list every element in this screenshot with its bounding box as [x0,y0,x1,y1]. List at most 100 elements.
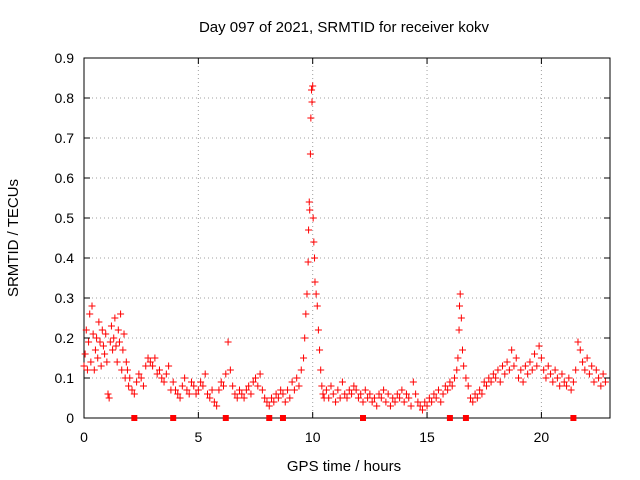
data-point [428,398,436,406]
gap-marker [360,415,367,421]
data-point [325,394,333,402]
data-point [515,374,523,382]
data-point [434,386,442,394]
data-point [588,362,596,370]
data-point [104,390,112,398]
x-tick-label: 5 [194,429,202,445]
y-tick-label: 0.2 [55,330,75,346]
data-point [544,362,552,370]
data-point [301,334,309,342]
data-point [117,310,125,318]
data-point [574,338,582,346]
data-point [466,394,474,402]
data-point [503,358,511,366]
data-point [348,390,356,398]
data-point [421,398,429,406]
x-tick-label: 20 [534,429,550,445]
data-point [106,338,114,346]
data-point [90,366,98,374]
data-point [88,302,96,310]
data-point [176,394,184,402]
data-point [368,398,376,406]
data-point [107,322,115,330]
data-point [310,238,318,246]
data-point [311,254,319,262]
data-point [201,370,209,378]
data-point [158,374,166,382]
data-point [512,354,520,362]
gap-marker [266,415,273,421]
data-point [208,386,216,394]
plot-frame [83,57,611,419]
data-point [254,382,262,390]
data-point [345,386,353,394]
data-point [123,366,131,374]
data-point [213,402,221,410]
data-point [377,394,385,402]
gap-marker [170,415,177,421]
data-point [80,362,88,370]
x-tick-label: 0 [80,429,88,445]
data-point [476,386,484,394]
data-point [151,354,159,362]
data-point [126,374,134,382]
data-point [456,302,464,310]
data-point [531,350,539,358]
data-point [111,314,119,322]
data-point [95,318,103,326]
data-point [370,394,378,402]
data-point [268,394,276,402]
data-point [565,374,573,382]
data-point [308,86,316,94]
data-point [382,398,390,406]
data-point [444,386,452,394]
data-point [81,350,89,358]
data-point [585,370,593,378]
data-point [187,378,195,386]
data-point [386,402,394,410]
data-point [551,366,559,374]
data-point [274,394,282,402]
data-point [590,378,598,386]
data-point [160,378,168,386]
y-tick-label: 0.1 [55,370,75,386]
data-point [496,378,504,386]
data-point [110,334,118,342]
data-point [322,386,330,394]
data-point [185,390,193,398]
data-point [492,374,500,382]
data-point [521,362,529,370]
data-point [489,370,497,378]
data-point [226,366,234,374]
data-point [563,382,571,390]
data-point [119,346,127,354]
data-point [86,310,94,318]
data-point [290,386,298,394]
data-point [305,226,313,234]
data-point [352,386,360,394]
data-point [215,386,223,394]
data-point [354,394,362,402]
data-point [553,374,561,382]
data-point [293,374,301,382]
data-point [494,366,502,374]
data-point [329,390,337,398]
data-point [220,382,228,390]
data-point [332,398,340,406]
data-point [412,390,420,398]
data-point [464,382,472,390]
data-point [82,326,90,334]
x-tick-label: 15 [419,429,435,445]
data-point [261,394,269,402]
data-point [105,394,113,402]
data-point [302,310,310,318]
data-point [222,370,230,378]
gap-marker [446,415,453,421]
data-point [137,374,145,382]
data-point [190,382,198,390]
data-point [91,346,99,354]
data-point [425,394,433,402]
data-point [380,386,388,394]
data-point [139,382,147,390]
